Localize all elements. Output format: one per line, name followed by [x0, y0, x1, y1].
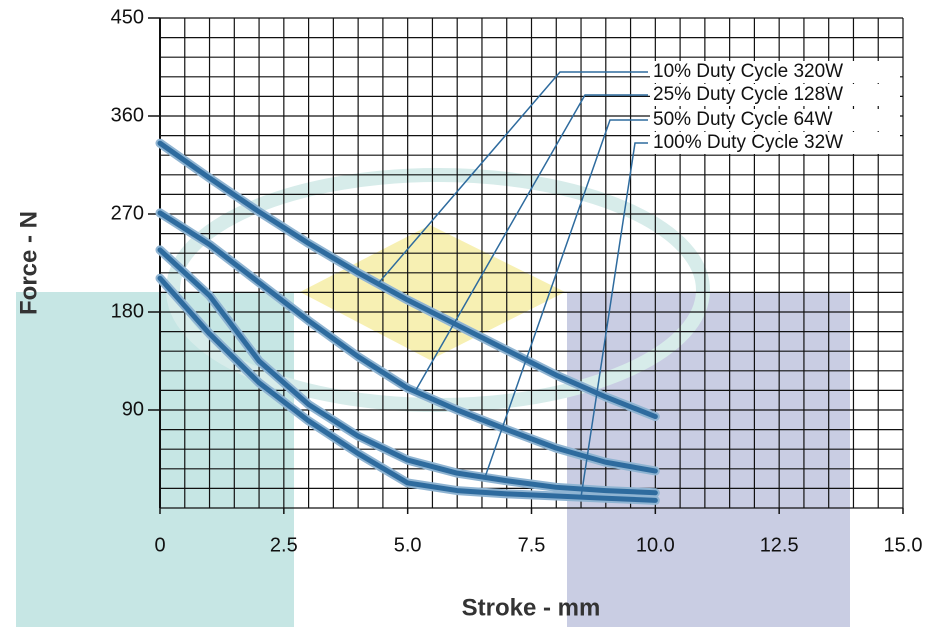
x-tick-label: 10.0 [636, 534, 675, 556]
series-line [157, 140, 658, 420]
bg-teal-block [16, 292, 294, 627]
legend-bg [650, 132, 900, 154]
legend-bg [650, 109, 900, 131]
y-tick-label: 180 [111, 300, 144, 322]
legend-leader [414, 94, 648, 392]
y-tick-label: 450 [111, 6, 144, 28]
x-tick-label: 0 [154, 534, 165, 556]
y-tick-label: 90 [122, 398, 144, 420]
x-tick-label: 12.5 [760, 534, 799, 556]
legend-label: 100% Duty Cycle 32W [653, 132, 843, 153]
legend-label: 25% Duty Cycle 128W [653, 84, 843, 105]
y-axis-title: Force - N [15, 211, 42, 315]
series-line [157, 210, 658, 474]
y-tick-label: 270 [111, 202, 144, 224]
x-tick-label: 2.5 [270, 534, 298, 556]
y-tick-label: 360 [111, 104, 144, 126]
series-line [157, 275, 658, 503]
x-tick-label: 5.0 [394, 534, 422, 556]
legend-leader [484, 119, 648, 478]
series-line [157, 247, 658, 496]
legend-bg [650, 61, 900, 83]
x-tick-label: 7.5 [518, 534, 546, 556]
legend-bg [650, 84, 900, 106]
legend-leader [377, 71, 648, 285]
x-axis-title: Stroke - mm [462, 594, 601, 621]
legend-leader [580, 142, 648, 498]
legend-label: 50% Duty Cycle 64W [653, 109, 833, 130]
legend-label: 10% Duty Cycle 320W [653, 61, 843, 82]
x-tick-label: 15.0 [884, 534, 923, 556]
